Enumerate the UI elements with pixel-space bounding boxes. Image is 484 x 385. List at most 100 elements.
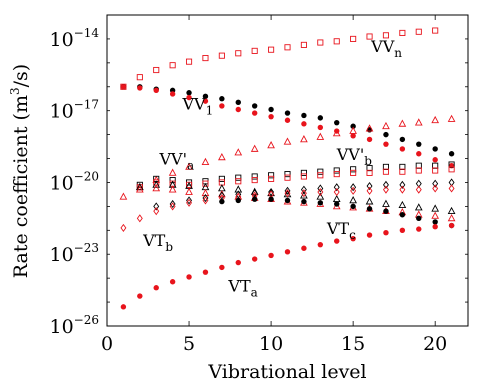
data-point (350, 203, 356, 210)
curve-label: VVn (370, 37, 402, 60)
data-point (284, 249, 291, 255)
curve-label: VTa (227, 276, 257, 299)
data-point (284, 174, 291, 181)
data-point (301, 198, 307, 205)
data-point (448, 151, 455, 157)
data-point (284, 197, 291, 204)
data-point (135, 185, 144, 193)
data-point (284, 110, 291, 116)
data-point (218, 184, 226, 192)
data-point (399, 212, 406, 218)
data-point (399, 185, 406, 194)
data-point (186, 196, 193, 205)
curve-label: VTc (326, 219, 356, 242)
data-point (202, 196, 209, 205)
data-point (300, 173, 307, 180)
data-point (398, 200, 407, 209)
data-point (218, 152, 226, 161)
data-point (153, 66, 160, 74)
data-point (152, 184, 161, 192)
x-axis-label: Vibrational level (207, 361, 366, 383)
data-point (447, 213, 456, 222)
y-axis-label: Rate coefficient (m3/s) (8, 64, 32, 278)
x-tick-label: 5 (183, 333, 195, 355)
data-point (120, 84, 127, 90)
data-point (333, 38, 340, 45)
data-point (202, 98, 209, 104)
data-point (366, 181, 373, 191)
data-point (366, 186, 373, 195)
data-point (202, 180, 209, 187)
data-point (267, 141, 275, 149)
data-point (317, 168, 324, 175)
data-point (317, 124, 324, 131)
data-point (383, 131, 389, 138)
data-point (119, 192, 128, 200)
data-point (366, 136, 373, 143)
data-point (383, 230, 389, 236)
data-point (201, 188, 210, 197)
data-point (235, 106, 241, 113)
data-point (202, 93, 209, 100)
data-point (120, 304, 127, 310)
data-point (135, 182, 144, 191)
data-point (284, 189, 291, 198)
data-point (334, 201, 340, 207)
data-point (382, 180, 389, 189)
curve-annotations: VVn VV1 VV'a VV'b VTb VTc VTa (142, 37, 402, 299)
data-point (432, 224, 438, 230)
data-point (136, 74, 143, 81)
data-point (399, 146, 406, 152)
data-point (317, 200, 324, 206)
data-point (268, 187, 275, 197)
x-tick-label: 20 (423, 333, 447, 355)
data-point (219, 96, 225, 102)
data-point (169, 62, 176, 69)
data-point (301, 121, 307, 127)
data-point (169, 279, 176, 285)
data-point (416, 226, 422, 232)
data-point (186, 94, 192, 101)
data-point (153, 87, 159, 94)
curve-label: VV1 (181, 95, 213, 118)
data-point (414, 118, 423, 126)
data-point (185, 162, 193, 170)
data-point (448, 222, 455, 229)
data-point (268, 196, 274, 202)
data-point (268, 113, 274, 120)
data-point (448, 184, 455, 193)
data-point (300, 185, 307, 194)
data-point (316, 132, 325, 140)
data-point (251, 47, 258, 54)
data-point (120, 223, 127, 232)
data-point (415, 167, 422, 174)
data-point (317, 172, 324, 179)
data-point (251, 110, 258, 116)
data-point (399, 180, 406, 189)
data-point (382, 168, 390, 175)
data-point (431, 204, 440, 212)
data-point (235, 174, 242, 181)
data-point (332, 194, 341, 203)
data-point (136, 214, 143, 223)
data-point (349, 126, 357, 134)
data-point (300, 169, 307, 176)
data-point (432, 184, 439, 193)
data-point (448, 163, 455, 169)
x-tick-label: 0 (101, 333, 113, 355)
data-point (251, 196, 258, 202)
data-point (218, 175, 225, 182)
data-point (169, 199, 176, 209)
data-point (432, 146, 438, 152)
data-point (432, 219, 438, 225)
data-point (300, 135, 308, 143)
data-point (448, 166, 455, 173)
y-tick-label: 10−17 (49, 98, 99, 123)
data-point (447, 114, 456, 122)
data-point (350, 183, 357, 192)
data-point (317, 187, 324, 197)
data-point (153, 207, 160, 216)
data-point (235, 99, 241, 106)
data-point (235, 50, 242, 57)
data-point (284, 44, 291, 51)
